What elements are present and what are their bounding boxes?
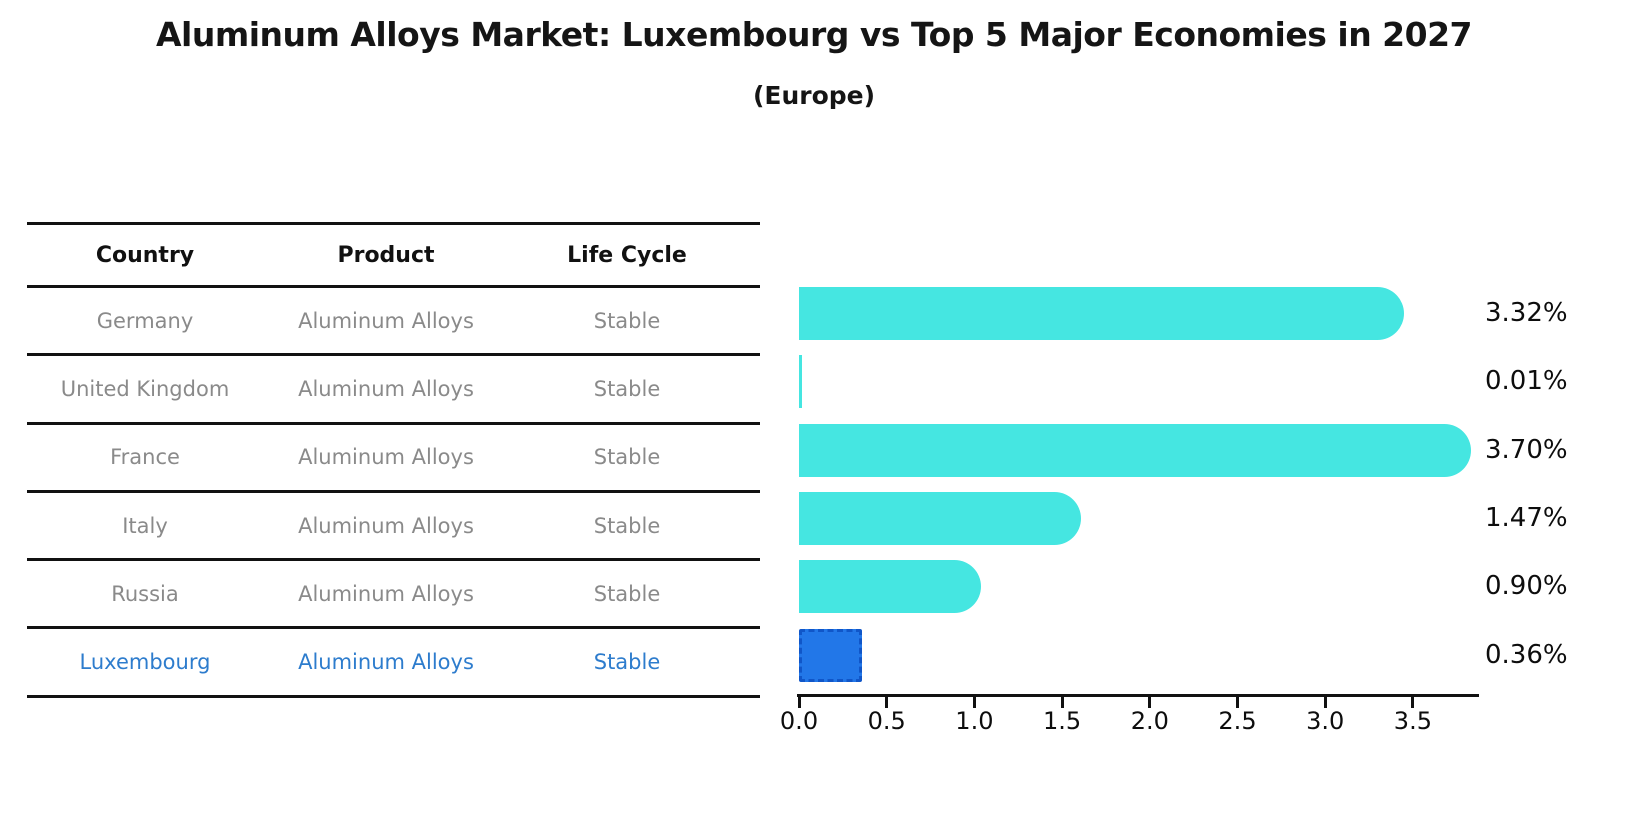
product-cell: Aluminum Alloys <box>298 376 474 401</box>
chart-subtitle: (Europe) <box>752 81 876 110</box>
column-header-country: Country <box>95 242 195 268</box>
bar-italy <box>799 492 1081 545</box>
bar-germany <box>799 287 1405 340</box>
x-axis-tick <box>1411 697 1415 708</box>
country-cell: United Kingdom <box>60 376 230 401</box>
life-cycle-cell: Stable <box>593 376 661 401</box>
value-label: 3.70% <box>1485 435 1568 465</box>
life-cycle-link[interactable]: Stable <box>593 650 661 675</box>
x-axis-tick <box>885 697 889 708</box>
country-cell: Russia <box>111 581 179 606</box>
country-table: Country Product Life Cycle Germany Alumi… <box>27 222 760 698</box>
x-axis-tick-label: 0.5 <box>867 707 906 735</box>
x-axis-tick <box>1060 697 1064 708</box>
column-header-product: Product <box>337 242 435 268</box>
x-axis-tick-label: 3.5 <box>1393 707 1432 735</box>
x-axis-tick-label: 3.0 <box>1306 707 1345 735</box>
life-cycle-cell: Stable <box>593 445 661 470</box>
value-label: 0.36% <box>1485 640 1568 670</box>
table-row-luxembourg[interactable]: Luxembourg Aluminum Alloys Stable <box>27 629 760 698</box>
bar-russia <box>799 560 982 613</box>
x-axis-tick-label: 2.0 <box>1130 707 1169 735</box>
product-cell: Aluminum Alloys <box>298 581 474 606</box>
bar-united-kingdom <box>799 355 802 408</box>
column-header-life-cycle: Life Cycle <box>567 242 687 268</box>
product-cell: Aluminum Alloys <box>298 513 474 538</box>
x-axis-tick-label: 0.0 <box>779 707 819 735</box>
x-axis-tick-label: 1.0 <box>955 707 994 735</box>
x-axis-tick <box>797 697 801 708</box>
chart-title: Aluminum Alloys Market: Luxembourg vs To… <box>155 15 1473 54</box>
table-row-russia: Russia Aluminum Alloys Stable <box>27 561 760 630</box>
value-label: 3.32% <box>1485 298 1568 328</box>
product-link[interactable]: Aluminum Alloys <box>298 650 474 675</box>
value-label: 1.47% <box>1485 503 1568 533</box>
x-axis-tick <box>972 697 976 708</box>
x-axis-tick-label: 1.5 <box>1043 707 1082 735</box>
country-cell: Germany <box>96 308 194 333</box>
life-cycle-cell: Stable <box>593 513 661 538</box>
bar-luxembourg-highlighted <box>799 629 862 682</box>
table-row-germany: Germany Aluminum Alloys Stable <box>27 288 760 357</box>
value-label: 0.01% <box>1485 366 1568 396</box>
table-row-france: France Aluminum Alloys Stable <box>27 425 760 493</box>
life-cycle-cell: Stable <box>593 581 661 606</box>
value-label: 0.90% <box>1485 571 1568 601</box>
product-cell: Aluminum Alloys <box>298 445 474 470</box>
table-row-united-kingdom: United Kingdom Aluminum Alloys Stable <box>27 356 760 425</box>
bar-france <box>799 424 1471 477</box>
table-header-row: Country Product Life Cycle <box>27 225 760 288</box>
product-cell: Aluminum Alloys <box>298 308 474 333</box>
x-axis-tick <box>1148 697 1152 708</box>
life-cycle-cell: Stable <box>593 308 661 333</box>
country-cell: Italy <box>122 513 168 538</box>
x-axis-tick <box>1323 697 1327 708</box>
x-axis-tick-label: 2.5 <box>1218 707 1257 735</box>
country-cell: France <box>110 445 180 470</box>
x-axis-line <box>797 694 1479 697</box>
table-row-italy: Italy Aluminum Alloys Stable <box>27 493 760 562</box>
x-axis-tick <box>1236 697 1239 708</box>
country-link[interactable]: Luxembourg <box>79 650 211 675</box>
